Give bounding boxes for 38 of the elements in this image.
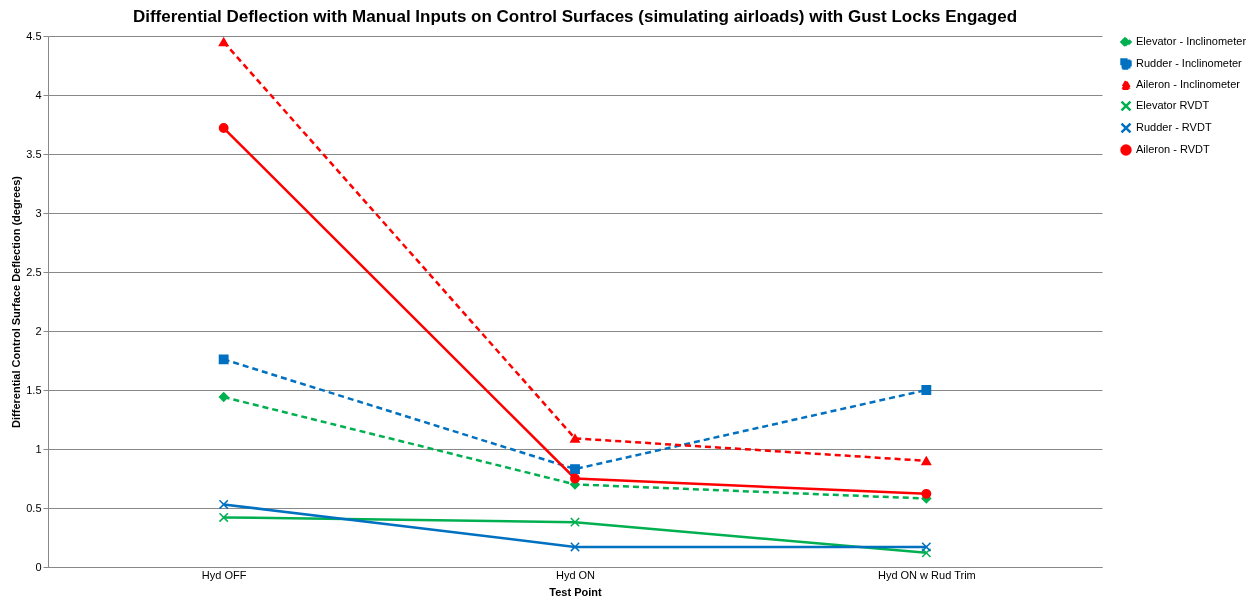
chart-title: Differential Deflection with Manual Inputs on Control Surfaces (simulating airloads) with Gust Locks Engaged — [132, 7, 1018, 26]
y-tick-label: 2 — [35, 324, 42, 337]
point — [218, 392, 229, 403]
point — [921, 542, 932, 552]
point — [218, 499, 229, 510]
y-tick-label: 4 — [35, 88, 42, 101]
y-tick-label: 2.5 — [26, 265, 42, 278]
legend-label: Rudder - Inclinometer — [1136, 57, 1243, 69]
y-tick-label: 4.5 — [26, 29, 42, 42]
y-tick-label: 3.5 — [26, 147, 42, 160]
point — [218, 354, 229, 365]
legend-label: Aileron - RVDT — [1136, 143, 1211, 155]
point — [218, 512, 229, 523]
point — [570, 473, 580, 484]
y-tick-label: 1 — [35, 442, 42, 455]
point — [921, 385, 932, 395]
point — [570, 542, 580, 552]
legend-label: Rudder - RVDT — [1136, 121, 1212, 133]
point — [921, 488, 932, 499]
y-tick-label: 0 — [35, 560, 42, 573]
x-tick-label: Hyd ON — [555, 568, 596, 581]
x-tick-label: Hyd ON w Rud Trim — [877, 568, 976, 581]
point — [570, 434, 580, 443]
x-tick-label: Hyd OFF — [201, 568, 247, 581]
x-axis-title: Test Point — [549, 585, 603, 598]
y-tick-label: 3 — [35, 206, 42, 219]
point — [921, 547, 932, 558]
point — [921, 456, 932, 466]
point — [570, 517, 580, 528]
legend-label: Elevator RVDT — [1136, 99, 1210, 111]
legend-label: Elevator - Inclinometer — [1136, 35, 1247, 47]
point — [570, 464, 580, 474]
y-axis-title: Differential Control Surface Deflection (degrees) — [10, 175, 23, 428]
y-tick-label: 1.5 — [26, 383, 42, 396]
point — [218, 37, 229, 47]
y-tick-label: 0.5 — [26, 501, 42, 514]
legend-label: Aileron - Inclinometer — [1136, 78, 1241, 90]
point — [218, 123, 229, 133]
